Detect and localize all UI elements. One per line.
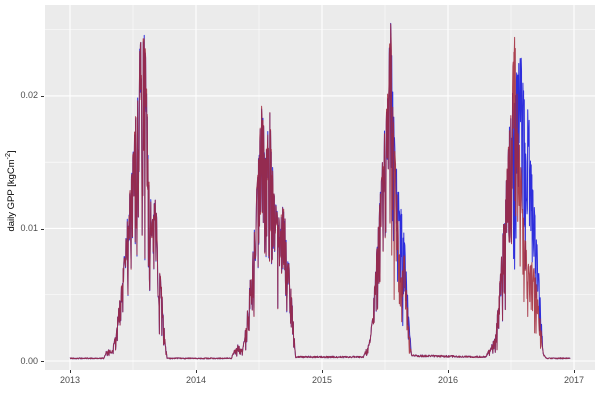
minor-gridlines (45, 5, 595, 370)
x-tick-label: 2014 (185, 375, 207, 385)
plot-panel (45, 5, 595, 370)
x-tick-label: 2017 (563, 375, 585, 385)
y-tick-mark (41, 95, 44, 97)
x-tick-mark (322, 370, 323, 373)
x-tick-mark (574, 370, 575, 373)
x-tick-mark (196, 370, 197, 373)
y-tick-label: 0.00 (20, 355, 38, 366)
x-tick-label: 2013 (59, 375, 81, 385)
y-tick-mark (41, 361, 44, 362)
y-axis-label-superscript: -2 (4, 153, 12, 160)
y-axis-label-text: daily GPP [kgCm (6, 159, 18, 232)
y-axis-label: daily GPP [kgCm-2] (5, 150, 17, 231)
x-tick-label: 2016 (437, 375, 459, 385)
x-tick-mark (70, 370, 71, 373)
x-tick-label: 2015 (311, 375, 333, 385)
y-tick-label: 0.02 (20, 90, 38, 101)
series-red-line (69, 23, 571, 360)
y-tick-label: 0.01 (20, 223, 38, 233)
y-tick-mark (41, 228, 44, 230)
plot-canvas (45, 5, 595, 370)
y-axis-label-close: ] (6, 150, 18, 154)
x-tick-mark (448, 370, 449, 373)
